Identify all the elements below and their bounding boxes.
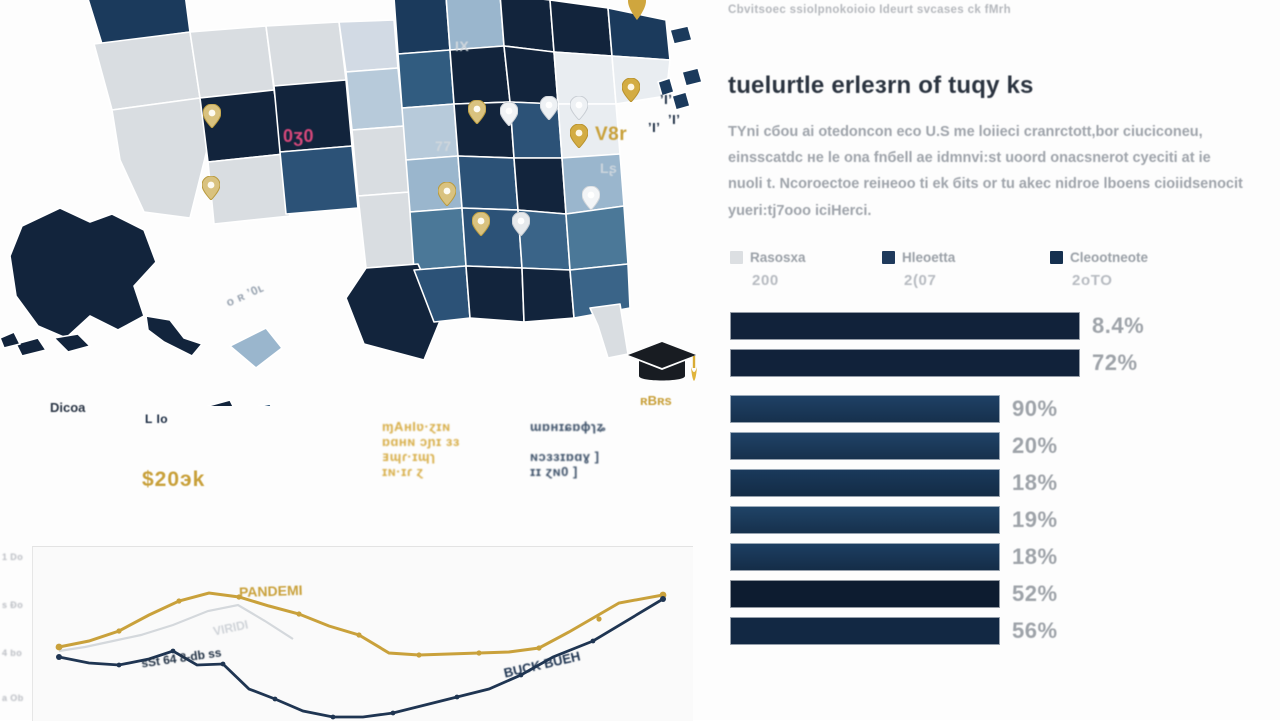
bar-value-label: 20% [1012, 433, 1058, 458]
bar-fill [730, 312, 1080, 340]
map-pin-marker[interactable] [512, 212, 530, 236]
map-inset-label-alaska: Dicoa [50, 400, 86, 415]
legend-item[interactable]: Rasosxa 200 [730, 250, 880, 289]
legend-value: 2(07 [904, 272, 937, 289]
bar-value-label: 90% [1012, 396, 1058, 421]
legend-swatch [1050, 251, 1063, 264]
graduation-cap-label: ʀBʀs [640, 393, 672, 408]
legend-swatch [882, 251, 895, 264]
legend-value: 2oTO [1072, 272, 1113, 289]
bar-fill [730, 543, 1000, 571]
bar-value-label: 18% [1012, 470, 1058, 495]
body-paragraph: TYni cбou ai otedoncon eco U.S me loiiec… [728, 123, 1243, 219]
bar-value-label: 56% [1012, 618, 1058, 643]
map-label-ne-3: ʼIʼ [648, 120, 661, 135]
line-chart-ytick: 4 bo [2, 648, 23, 658]
legend-value: 200 [752, 272, 779, 289]
bar-value-label: 19% [1012, 507, 1058, 532]
legend-label: Cleootneote [1070, 250, 1149, 265]
bar-value-label: 8.4% [1092, 313, 1145, 338]
map-label-state-ix: IX [455, 38, 470, 54]
map-pin-marker[interactable] [472, 212, 490, 236]
bar-row[interactable]: 72% [730, 349, 1270, 377]
bar-fill [730, 349, 1080, 377]
map-label-pink: 0ʒ0 [283, 126, 314, 146]
legend-swatch [730, 251, 743, 264]
bar-value-label: 18% [1012, 544, 1058, 569]
horizontal-bar-chart[interactable]: 8.4% 72% 90% 20% 18% 19% [730, 312, 1270, 654]
bar-fill [730, 506, 1000, 534]
legend-label: Hleoetta [902, 250, 956, 265]
map-pin-marker[interactable] [570, 124, 588, 148]
bar-row[interactable]: 90% [730, 395, 1270, 423]
map-inset-stat-value: $20эk [142, 468, 206, 491]
bar-fill [730, 395, 1000, 423]
bar-value-label: 52% [1012, 581, 1058, 606]
graduation-cap-icon [625, 338, 699, 394]
legend-item[interactable]: Hleoetta 2(07 [882, 250, 1032, 289]
map-pin-marker[interactable] [582, 186, 600, 210]
bar-fill [730, 580, 1000, 608]
legend-item[interactable]: Cleootneote 2oTO [1050, 250, 1200, 289]
map-text-blob-gold: ɱAʜIʋ·ɀɪɴ ɒɑʜɴ ɔɲɪ ɜɜ ⱻɰɾ·ɪɰɿ ɪɴ·ɪɾ ɀ [382, 419, 460, 479]
line-series-navy-points [56, 596, 666, 720]
bar-row[interactable]: 19% [730, 506, 1270, 534]
map-pin-marker[interactable] [500, 102, 518, 126]
map-states-svg [0, 0, 703, 406]
right-content-column: Cbvitsoec ssiolpnokoioio Ideurt svcases … [714, 0, 1280, 720]
map-pin-marker[interactable] [203, 104, 221, 128]
map-pin-marker[interactable] [622, 78, 640, 102]
map-label-state-ls: Lʂ [600, 160, 618, 176]
bar-fill [730, 469, 1000, 497]
bar-row[interactable]: 20% [730, 432, 1270, 460]
line-annotation-pandemi: PANDEMI [238, 581, 303, 601]
line-series-gold [58, 591, 664, 657]
map-label-ne-2: ʼIʼ [668, 112, 681, 127]
line-chart-panel[interactable]: 1 Do s Ɖo 4 bo a Ob [0, 538, 700, 721]
line-chart-ytick: a Ob [2, 693, 24, 703]
bar-row[interactable]: 56% [730, 617, 1270, 645]
bar-row[interactable]: 8.4% [730, 312, 1270, 340]
bar-row[interactable]: 18% [730, 469, 1270, 497]
map-pin-marker[interactable] [438, 182, 456, 206]
us-choropleth-map[interactable]: 0ʒ0 IX 77 V8r Lʂ ʼIʼ ʼIʼ ʼIʼ Dicoa L Io … [0, 0, 710, 540]
map-label-state-77: 77 [435, 138, 452, 154]
line-chart-ytick: 1 Do [2, 552, 24, 562]
line-chart-svg [55, 591, 667, 720]
bar-fill [730, 432, 1000, 460]
map-label-ne-1: ʼIʼ [660, 92, 673, 107]
line-chart-ytick: s Ɖo [2, 600, 24, 610]
legend-label: Rasosxa [750, 250, 806, 265]
line-chart-plot-area: PANDEMI BUCK BUEH VIRIDI sSt 64 8-db ss [32, 546, 693, 721]
eyebrow-caption: Cbvitsoec ssiolpnokoioio Ideurt svcases … [728, 4, 1011, 16]
map-pin-marker[interactable] [202, 176, 220, 200]
map-label-state-gold: V8r [595, 124, 628, 145]
map-pin-marker[interactable] [540, 96, 558, 120]
bar-value-label: 72% [1092, 350, 1138, 375]
bar-row[interactable]: 52% [730, 580, 1270, 608]
map-inset-label-hawaii: L Io [145, 412, 169, 426]
page-title: tuelurtle erlезrn of tuqy ks [728, 72, 1034, 100]
bar-row[interactable]: 18% [730, 543, 1270, 571]
map-pin-marker[interactable] [570, 96, 588, 120]
map-pin-marker[interactable] [468, 100, 486, 124]
map-pin-marker-top[interactable] [628, 0, 646, 20]
chart-legend: Rasosxa 200 Hleoetta 2(07 Cleootneote 2o… [730, 250, 1200, 306]
line-series-navy [58, 597, 664, 719]
bar-fill [730, 617, 1000, 645]
line-series-ghost [58, 603, 294, 653]
map-text-blob-navy: ɯɒʜɪɕɒɸɿʑ ɴɔɜɜɪɒɑɣ ] ɪɪ ɀɴ0 ] [530, 419, 606, 479]
